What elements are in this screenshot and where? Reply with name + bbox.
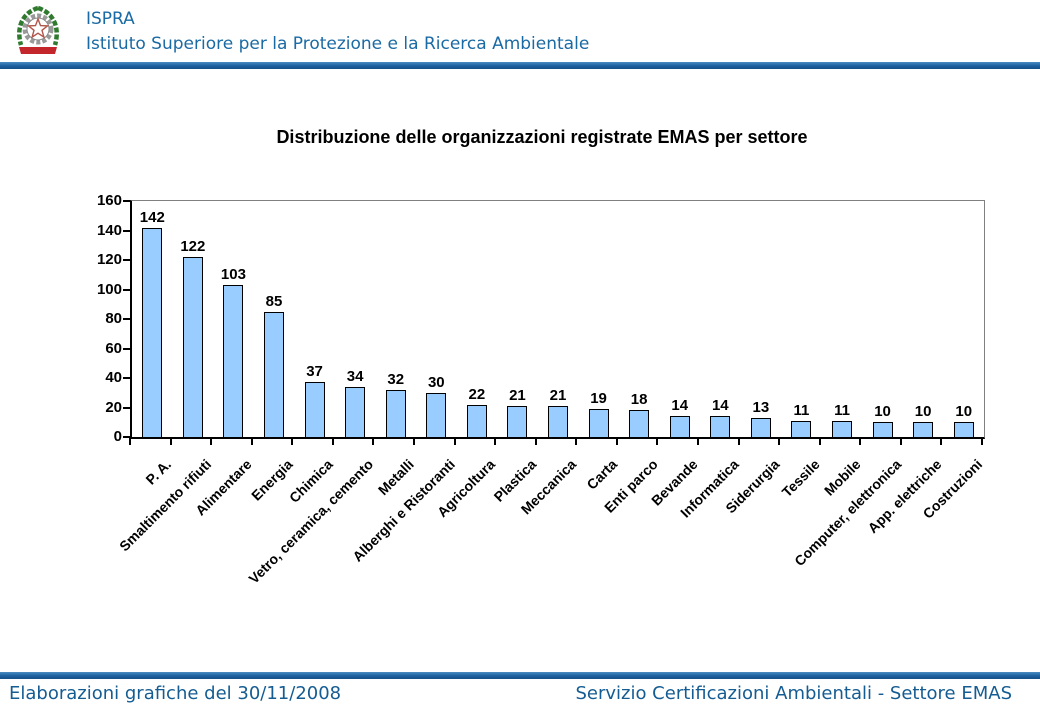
bar xyxy=(466,404,487,437)
bar xyxy=(872,422,893,437)
y-axis-tick-mark xyxy=(123,406,130,409)
x-axis-tick-mark xyxy=(413,438,415,445)
bar xyxy=(548,406,568,437)
bar xyxy=(710,416,731,437)
footer-left-text: Elaborazioni grafiche del 30/11/2008 xyxy=(9,683,342,704)
y-axis-tick-label: 120 xyxy=(96,251,122,268)
header-divider-rule xyxy=(0,62,1040,69)
x-axis-tick-mark xyxy=(250,438,253,445)
bar xyxy=(264,311,284,437)
x-axis-tick-mark xyxy=(129,438,131,445)
bar xyxy=(142,227,163,437)
bar-value-label: 10 xyxy=(874,403,891,421)
x-axis-tick-mark xyxy=(859,438,862,445)
y-axis-tick-label: 160 xyxy=(96,192,122,209)
bar-value-label: 21 xyxy=(509,387,526,405)
x-axis-tick-mark xyxy=(331,438,334,445)
bar-value-label: 103 xyxy=(220,266,246,284)
bar-value-label: 14 xyxy=(711,397,729,415)
bar-value-label: 32 xyxy=(387,370,405,388)
plot-area: 0 20 40 60 80 100 120 140 160 142 122 103 85 37 34 32 30… xyxy=(97,193,985,445)
x-axis-tick-mark xyxy=(778,438,781,445)
bar xyxy=(507,406,528,437)
bar xyxy=(669,416,690,437)
y-axis-tick-label: 60 xyxy=(105,339,122,357)
y-axis-tick-label: 80 xyxy=(105,310,122,327)
bar-value-label: 10 xyxy=(914,403,932,421)
x-axis-labels: P. A. Smaltimento rifiuti Alimentare Energi… xyxy=(116,438,985,668)
bar xyxy=(629,410,650,437)
y-axis-tick-mark xyxy=(123,229,130,232)
footer-right-text: Servizio Certificazioni Ambientali - Set… xyxy=(575,683,1012,704)
y-axis-tick-mark xyxy=(123,200,130,202)
bar-value-label: 14 xyxy=(671,397,689,415)
x-axis-tick-mark xyxy=(981,438,983,445)
bar-value-label: 21 xyxy=(549,387,567,405)
bar-value-label: 11 xyxy=(834,401,850,419)
bar-value-label: 22 xyxy=(468,385,486,403)
bar xyxy=(426,392,447,437)
x-axis-tick-mark xyxy=(697,438,699,445)
bar xyxy=(182,257,203,437)
x-axis-tick-mark xyxy=(534,438,537,445)
bar xyxy=(832,420,852,437)
bar xyxy=(913,422,934,437)
bar-value-label: 37 xyxy=(306,363,323,381)
x-axis-tick-mark xyxy=(899,438,902,445)
y-axis-tick-mark xyxy=(123,377,130,379)
bar-value-label: 142 xyxy=(139,208,165,226)
x-axis-ticks xyxy=(129,438,986,446)
bar-value-label: 30 xyxy=(427,373,445,391)
bar-value-label: 85 xyxy=(265,292,283,310)
x-axis-category-label: Carta xyxy=(583,456,620,493)
bar xyxy=(750,417,771,437)
bar-value-label: 10 xyxy=(955,403,973,421)
x-axis-tick-mark xyxy=(940,438,943,445)
x-axis-tick-mark xyxy=(818,438,821,445)
org-name: Istituto Superiore per la Protezione e l… xyxy=(86,34,590,54)
y-axis-tick-mark xyxy=(123,347,130,350)
x-axis-tick-mark xyxy=(575,438,578,445)
x-axis-tick-mark xyxy=(169,438,172,445)
y-axis-tick-mark xyxy=(123,318,130,320)
x-axis-tick-mark xyxy=(494,438,497,445)
bar-value-label: 18 xyxy=(630,391,648,409)
bar xyxy=(953,422,974,437)
y-axis-tick-label: 100 xyxy=(96,280,122,298)
bar-value-label: 11 xyxy=(793,401,810,419)
y-axis-tick-mark xyxy=(123,288,130,291)
y-axis-tick-mark xyxy=(123,436,130,438)
y-axis-tick-label: 20 xyxy=(105,398,122,416)
bar-value-label: 19 xyxy=(590,389,607,407)
bar-value-label: 13 xyxy=(752,398,770,416)
bar xyxy=(304,382,325,437)
footer-divider-rule xyxy=(0,672,1040,679)
bar-value-label: 122 xyxy=(180,238,206,256)
bar xyxy=(223,285,244,437)
header-org-text: ISPRA Istituto Superiore per la Protezio… xyxy=(86,7,589,57)
x-axis-tick-mark xyxy=(210,438,213,445)
y-axis-tick-label: 140 xyxy=(96,221,122,239)
x-axis-tick-mark xyxy=(615,438,618,445)
x-axis-tick-mark xyxy=(737,438,740,445)
italy-emblem-icon xyxy=(17,5,59,54)
y-axis-tick-label: 40 xyxy=(105,369,122,386)
chart-title: Distribuzione delle organizzazioni regis… xyxy=(276,127,808,147)
x-axis-tick-mark xyxy=(291,438,294,445)
y-axis-tick-label: 0 xyxy=(113,428,122,445)
x-axis-tick-mark xyxy=(372,438,375,445)
x-axis-category-label: P. A. xyxy=(141,456,174,488)
x-axis-tick-mark xyxy=(656,438,659,445)
x-axis-tick-mark xyxy=(453,438,456,445)
org-abbr: ISPRA xyxy=(86,9,135,29)
bar xyxy=(345,386,366,437)
x-axis-category-label: Tessile xyxy=(778,456,823,501)
y-axis-tick-mark xyxy=(123,259,130,261)
bar xyxy=(588,408,609,437)
bar xyxy=(791,420,812,437)
bar-value-label: 34 xyxy=(346,367,364,385)
bar xyxy=(385,389,406,437)
